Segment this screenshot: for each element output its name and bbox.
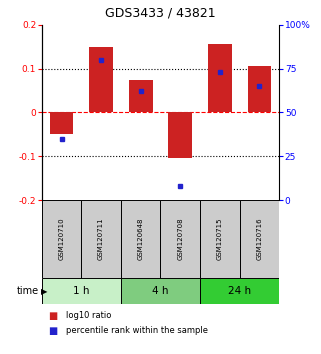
Text: GDS3433 / 43821: GDS3433 / 43821: [105, 6, 216, 19]
Text: GSM120716: GSM120716: [256, 218, 263, 260]
Bar: [200, 200, 240, 278]
Bar: [89, 47, 113, 112]
Text: GSM120715: GSM120715: [217, 218, 223, 260]
Bar: [42, 278, 121, 304]
Bar: [240, 200, 279, 278]
Text: log10 ratio: log10 ratio: [66, 312, 111, 320]
Bar: [247, 67, 271, 112]
Bar: [160, 200, 200, 278]
Text: GSM120710: GSM120710: [58, 218, 65, 260]
Text: ■: ■: [48, 312, 57, 321]
Bar: [208, 45, 232, 112]
Text: ■: ■: [48, 326, 57, 336]
Text: 24 h: 24 h: [228, 286, 251, 296]
Bar: [50, 112, 74, 134]
Bar: [169, 112, 192, 158]
Bar: [42, 200, 81, 278]
Text: GSM120708: GSM120708: [177, 218, 183, 260]
Bar: [81, 200, 121, 278]
Text: 1 h: 1 h: [73, 286, 90, 296]
Text: GSM120711: GSM120711: [98, 218, 104, 260]
Bar: [129, 80, 152, 112]
Bar: [121, 278, 200, 304]
Text: ▶: ▶: [41, 287, 48, 296]
Bar: [200, 278, 279, 304]
Text: 4 h: 4 h: [152, 286, 169, 296]
Bar: [121, 200, 160, 278]
Text: time: time: [16, 286, 39, 296]
Text: GSM120648: GSM120648: [138, 218, 144, 260]
Text: percentile rank within the sample: percentile rank within the sample: [66, 326, 208, 335]
